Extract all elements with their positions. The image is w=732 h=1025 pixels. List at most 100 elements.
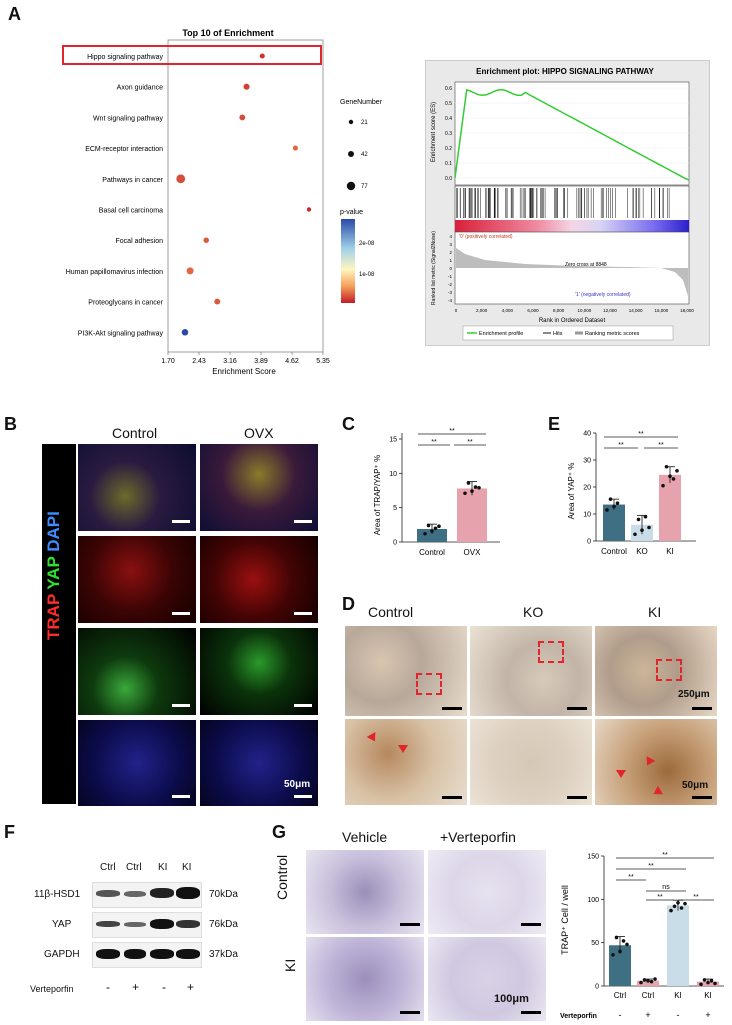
e-dot-0-0 — [605, 508, 609, 512]
c-dot-1-0 — [463, 491, 467, 496]
rank-tick-4: 0 — [449, 266, 452, 271]
c-sig-right: ** — [467, 439, 473, 446]
pvalue-tick-2e: 2e-08 — [359, 241, 375, 247]
enrichment-dot-chart: Top 10 of Enrichment Hippo signaling pat… — [62, 28, 383, 376]
dot-label-axon-guidance: Axon guidance — [117, 85, 163, 92]
c-dot-1-3 — [473, 485, 478, 489]
panel-g-letter: G — [272, 822, 287, 842]
gsea-xlabel: Rank in Ordered Dataset — [539, 318, 606, 324]
g-scale-label: 100μm — [494, 993, 529, 1005]
d-scalebar-1 — [442, 707, 462, 710]
gsea-title: Enrichment plot: HIPPO SIGNALING PATHWAY — [476, 67, 654, 76]
d-roi-ko — [538, 641, 564, 663]
c-dot-0-1 — [426, 523, 431, 528]
dot-label-basal-cell-carcinoma: Basal cell carcinoma — [99, 208, 163, 215]
g-sig-6: ** — [693, 894, 699, 901]
b-dapi-control — [78, 720, 196, 806]
g-sign-3: + — [705, 1010, 710, 1020]
e-ytick-3: 10 — [583, 512, 591, 519]
g-col-vehicle: Vehicle — [342, 829, 388, 845]
g-ytick-2: 50 — [591, 940, 599, 947]
g-sig-5: ** — [657, 894, 663, 901]
gsea-xtick-8: 16,000 — [654, 308, 668, 313]
g-scalebar-1 — [400, 923, 420, 926]
g-dot-3-1 — [702, 978, 707, 982]
pvalue-tick-1e: 1e-08 — [359, 272, 375, 278]
stain-yap: YAP — [44, 556, 63, 590]
dot-label-wnt-signaling-pathway: Wnt signaling pathway — [93, 115, 164, 122]
dot-label-hippo-signaling-pathway: Hippo signaling pathway — [87, 54, 163, 61]
g-col-verteporfin: +Verteporfin — [440, 829, 516, 845]
f-size-1: 70kDa — [209, 889, 238, 900]
g-sig-3: ** — [628, 874, 634, 881]
pvalue-colorbar — [341, 219, 355, 303]
dot-xtick-3: 3.89 — [254, 358, 268, 365]
c-ytick-3: 0 — [393, 540, 397, 547]
g-dot-0-1 — [614, 935, 619, 940]
es-axis-label: Enrichment score (ES) — [431, 102, 437, 162]
f-band-hsd1-1 — [96, 890, 120, 897]
c-dot-0-3 — [433, 526, 438, 531]
g-control-vehicle — [306, 850, 424, 934]
dot-point-hippo-signaling-pathway — [259, 53, 265, 59]
e-sig-top: ** — [638, 431, 644, 438]
gsea-xtick-6: 12,000 — [603, 308, 617, 313]
g-bar-2 — [667, 905, 689, 986]
g-scalebar-4 — [521, 1011, 541, 1014]
hippo-highlight-box — [62, 45, 322, 65]
c-sig-top: ** — [449, 428, 455, 435]
size-legend-dot-77 — [346, 181, 356, 191]
e-sig-right: ** — [658, 442, 664, 449]
f-protein-hsd1: 11β-HSD1 — [34, 889, 81, 900]
legend-ranking-metric: Ranking metric scores — [585, 331, 640, 337]
rank-tick-6: -2 — [448, 282, 452, 287]
d-ko-high — [470, 719, 592, 805]
b-yap-ovx — [200, 628, 318, 715]
dot-xtick-1: 2.43 — [192, 358, 206, 365]
dot-point-pi3k-akt-signaling-pathway — [181, 329, 189, 336]
pos-correlated-label: '0' (positively correlated) — [459, 234, 513, 240]
f-band-yap-4 — [176, 920, 200, 928]
e-bar-0 — [603, 504, 625, 541]
f-band-yap-3 — [150, 919, 174, 929]
f-protein-gapdh: GAPDH — [44, 949, 80, 960]
e-ytick-4: 0 — [587, 539, 591, 546]
f-lane-4: KI — [182, 862, 192, 873]
f-treatment-label: Verteporfin — [30, 984, 74, 994]
dot-point-basal-cell-carcinoma — [306, 207, 312, 212]
g-ki-verteporfin — [428, 937, 546, 1021]
dot-label-pathways-in-cancer: Pathways in cancer — [102, 177, 163, 184]
g-sign-1: + — [645, 1010, 650, 1020]
neg-correlated-label: '1' (negatively correlated) — [575, 292, 631, 298]
es-tick-0: 0.6 — [445, 86, 452, 92]
gsea-xtick-7: 14,000 — [629, 308, 643, 313]
c-sig-left: ** — [431, 439, 437, 446]
b-scalebar-5 — [172, 704, 190, 707]
g-ytick-1: 100 — [587, 897, 599, 904]
f-band-gapdh-3 — [150, 949, 174, 959]
g-sign-2: - — [677, 1010, 680, 1020]
f-sign-1: - — [106, 980, 110, 994]
b-merge-ovx — [200, 444, 318, 531]
d-arrow-2 — [398, 745, 408, 753]
b-dapi-ovx — [200, 720, 318, 806]
e-dot-0-1 — [608, 497, 613, 501]
b-scalebar-3 — [172, 612, 190, 615]
gsea-xtick-0: 0 — [455, 308, 458, 313]
e-dot-2-3 — [671, 477, 676, 481]
d-col-ki: KI — [648, 604, 662, 620]
d-col-ko: KO — [523, 604, 544, 620]
g-sig-1: ** — [662, 852, 668, 859]
dot-label-human-papillomavirus-infection: Human papillomavirus infection — [66, 269, 163, 276]
rank-tick-2: 2 — [449, 250, 452, 255]
e-dot-0-3 — [615, 501, 620, 505]
panel-c-chart: Area of TRAP/YAP⁺ % 15 10 5 0 ** ** ** Cont… — [373, 428, 500, 557]
panel-e-chart: Area of YAP⁺ % 40 30 20 10 0 ** ** ** Contro… — [567, 431, 696, 556]
size-legend-42: 42 — [361, 152, 368, 158]
g-dot-0-2 — [618, 949, 622, 954]
b-col-control: Control — [112, 425, 158, 441]
dot-chart-xlabel: Enrichment Score — [212, 367, 276, 376]
e-ytick-0: 40 — [583, 431, 591, 438]
e-bar-2 — [659, 474, 681, 541]
d-scalebar-2 — [567, 707, 587, 710]
